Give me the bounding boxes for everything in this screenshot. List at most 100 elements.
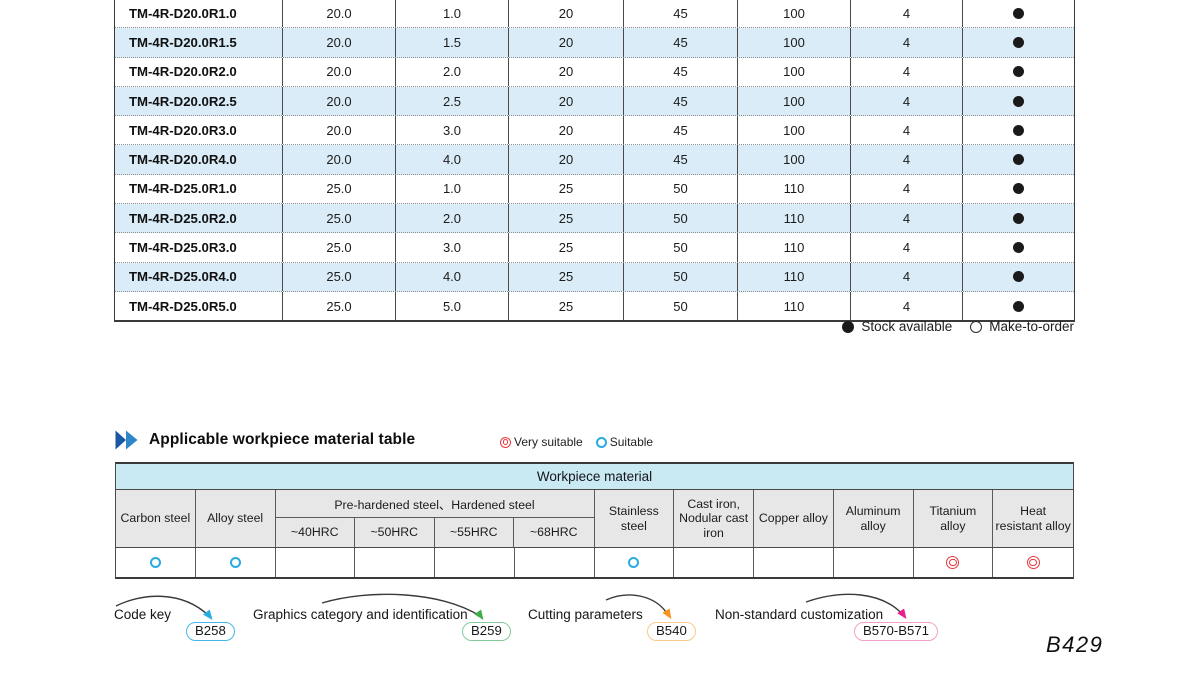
suitable-icon: [595, 436, 607, 448]
value-cell: 3.0: [396, 233, 509, 262]
value-cell: 20: [509, 116, 624, 145]
value-cell: 45: [624, 28, 738, 57]
table-row: TM-4R-D20.0R4.0 20.0 4.0 20 45 100 4: [115, 145, 1074, 175]
value-cell: 25.0: [283, 291, 396, 321]
stock-available-icon: [1013, 212, 1024, 224]
model-cell: TM-4R-D20.0R1.0: [115, 0, 283, 28]
stock-available-icon: [1013, 124, 1024, 136]
rating-cell: [674, 548, 754, 577]
value-cell: 50: [624, 233, 738, 262]
value-cell: 25.0: [283, 262, 396, 291]
value-cell: 20: [509, 0, 624, 28]
value-cell: 25.0: [283, 233, 396, 262]
column-titanium-alloy: Titanium alloy: [914, 490, 994, 547]
value-cell: 20.0: [283, 86, 396, 116]
very-suitable-label: Very suitable: [514, 435, 583, 449]
very-suitable-icon: [946, 556, 960, 569]
page-number: B429: [1046, 632, 1104, 657]
make-to-order-legend: Make-to-order: [970, 319, 1074, 334]
value-cell: 20: [509, 28, 624, 57]
value-cell: 4: [851, 0, 963, 28]
model-cell: TM-4R-D20.0R4.0: [115, 145, 283, 174]
value-cell: 110: [738, 233, 851, 262]
value-cell: 110: [738, 291, 851, 321]
rating-cell: [435, 548, 515, 577]
very-suitable-legend: Very suitable: [500, 435, 583, 449]
value-cell: 20.0: [283, 0, 396, 28]
table-row: TM-4R-D25.0R1.0 25.0 1.0 25 50 110 4: [115, 174, 1074, 205]
value-cell: 100: [738, 145, 851, 174]
value-cell: 1.0: [396, 0, 509, 28]
value-cell: 110: [738, 262, 851, 291]
hrc-subcolumns: ~40HRC ~50HRC ~55HRC ~68HRC: [276, 518, 594, 547]
stock-cell: [963, 204, 1074, 232]
stock-cell: [963, 263, 1074, 291]
open-circle-icon: [970, 320, 983, 333]
value-cell: 20.0: [283, 57, 396, 86]
model-cell: TM-4R-D25.0R3.0: [115, 233, 283, 262]
value-cell: 20.0: [283, 116, 396, 145]
material-section-heading: Applicable workpiece material table: [115, 430, 415, 450]
value-cell: 4: [851, 86, 963, 116]
column-68hrc: ~68HRC: [529, 525, 578, 540]
column-group-prehardened: Pre-hardened steel、Hardened steel ~40HRC…: [275, 490, 595, 547]
model-cell: TM-4R-D20.0R2.5: [115, 86, 283, 116]
table-row: TM-4R-D20.0R1.0 20.0 1.0 20 45 100 4: [115, 0, 1074, 29]
stock-available-icon: [1013, 7, 1024, 19]
suitable-legend: Suitable: [595, 435, 654, 449]
stock-available-icon: [1013, 36, 1024, 48]
stock-cell: [963, 28, 1074, 56]
value-cell: 4: [851, 145, 963, 174]
stock-cell: [963, 292, 1074, 320]
ratings-row: [116, 548, 1073, 577]
column-40hrc: ~40HRC: [276, 518, 355, 547]
table-row: TM-4R-D25.0R3.0 25.0 3.0 25 50 110 4: [115, 233, 1074, 263]
value-cell: 25: [509, 174, 624, 204]
value-cell: 4.0: [396, 262, 509, 291]
value-cell: 20.0: [283, 145, 396, 174]
suitable-label: Suitable: [609, 435, 654, 449]
model-cell: TM-4R-D25.0R5.0: [115, 291, 283, 321]
value-cell: 25: [509, 262, 624, 291]
rating-cell: [993, 548, 1073, 577]
value-cell: 45: [624, 86, 738, 116]
stock-available-icon: [1013, 300, 1024, 312]
column-copper-alloy: Copper alloy: [754, 490, 834, 547]
value-cell: 100: [738, 57, 851, 86]
workpiece-material-header: Workpiece material: [116, 464, 1073, 490]
stock-available-icon: [1013, 66, 1024, 78]
stock-cell: [963, 87, 1074, 115]
value-cell: 50: [624, 262, 738, 291]
table-row: TM-4R-D25.0R4.0 25.0 4.0 25 50 110 4: [115, 262, 1074, 292]
table-row: TM-4R-D20.0R2.0 20.0 2.0 20 45 100 4: [115, 57, 1074, 87]
stock-available-icon: [1013, 271, 1024, 283]
model-cell: TM-4R-D20.0R3.0: [115, 116, 283, 145]
value-cell: 50: [624, 204, 738, 233]
value-cell: 4: [851, 28, 963, 57]
workpiece-material-table: Workpiece material Carbon steel Alloy st…: [115, 462, 1074, 579]
page-ref-badge: B570-B571: [854, 622, 938, 641]
page-ref-badge: B258: [186, 622, 235, 641]
model-cell: TM-4R-D25.0R2.0: [115, 204, 283, 233]
value-cell: 20: [509, 57, 624, 86]
value-cell: 25: [509, 204, 624, 233]
value-cell: 4: [851, 116, 963, 145]
leader-arrow-icon: [805, 593, 907, 620]
suitable-icon: [149, 557, 161, 568]
stock-available-icon: [1013, 242, 1024, 254]
stock-cell: [963, 58, 1074, 86]
leader-arrow-icon: [115, 595, 213, 620]
stock-cell: [963, 175, 1074, 203]
rating-cell: [754, 548, 834, 577]
suitable-icon: [628, 557, 640, 568]
stock-available-icon: [1013, 183, 1024, 195]
footer-link-label: Code key: [114, 607, 172, 622]
table-row: TM-4R-D20.0R1.5 20.0 1.5 20 45 100 4: [115, 28, 1074, 58]
table-row: TM-4R-D20.0R3.0 20.0 3.0 20 45 100 4: [115, 116, 1074, 146]
stock-available-icon: [1013, 95, 1024, 107]
value-cell: 110: [738, 174, 851, 204]
value-cell: 5.0: [396, 291, 509, 321]
value-cell: 2.5: [396, 86, 509, 116]
table-row: TM-4R-D25.0R2.0 25.0 2.0 25 50 110 4: [115, 204, 1074, 234]
